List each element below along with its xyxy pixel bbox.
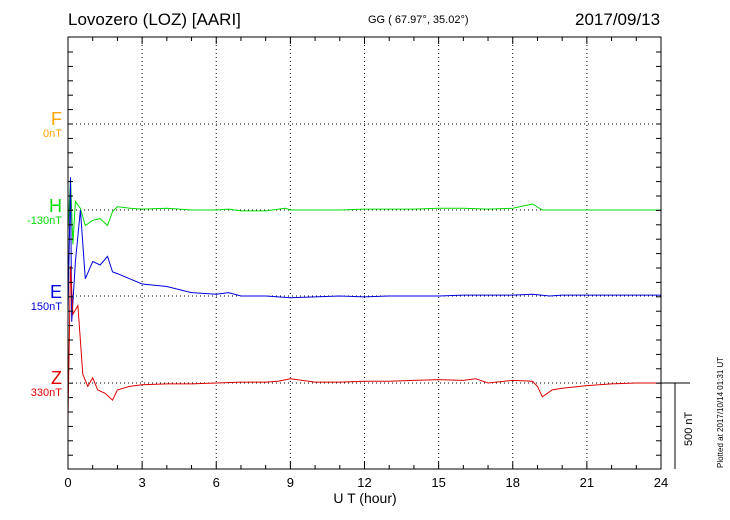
- x-tick-label: 0: [64, 475, 71, 490]
- plotted-timestamp: Plotted at 2017/10/14 01:31 UT: [716, 356, 725, 468]
- x-tick-label: 3: [139, 475, 146, 490]
- x-axis-label: U T (hour): [333, 490, 396, 506]
- component-baseline-e: 150nT: [30, 301, 62, 313]
- data-series: [67, 177, 661, 418]
- x-tick-labels: 0 3 6 9 12 15 18 21 24: [64, 475, 668, 490]
- x-tick-label: 18: [506, 475, 520, 490]
- x-tick-label: 9: [287, 475, 294, 490]
- component-baseline-f: 0nT: [43, 128, 62, 140]
- axis-ticks: [67, 37, 662, 469]
- x-tick-label: 12: [357, 475, 371, 490]
- grid-lines: [68, 37, 661, 469]
- series-line-e: [67, 177, 661, 322]
- x-tick-label: 21: [580, 475, 594, 490]
- coordinates-label: GG ( 67.97°, 35.02°): [368, 14, 469, 26]
- component-label-h: H -130nT: [0, 197, 62, 228]
- series-line-h: [67, 178, 661, 245]
- component-label-z: Z 330nT: [0, 369, 62, 400]
- component-baseline-z: 330nT: [30, 387, 62, 399]
- x-tick-label: 15: [431, 475, 445, 490]
- component-name-f: F: [51, 109, 62, 129]
- component-label-e: E 150nT: [0, 283, 62, 314]
- scale-bar: [661, 382, 690, 469]
- component-baseline-h: -130nT: [27, 215, 62, 227]
- scale-bar-label: 500 nT: [683, 411, 695, 446]
- component-name-e: E: [49, 282, 62, 302]
- x-tick-label: 24: [654, 475, 668, 490]
- component-name-z: Z: [51, 368, 62, 388]
- component-label-f: F 0nT: [0, 110, 62, 141]
- component-name-h: H: [49, 196, 62, 216]
- station-title: Lovozero (LOZ) [AARI]: [68, 10, 241, 29]
- series-line-z: [67, 265, 661, 418]
- date-label: 2017/09/13: [575, 10, 661, 29]
- x-tick-label: 6: [213, 475, 220, 490]
